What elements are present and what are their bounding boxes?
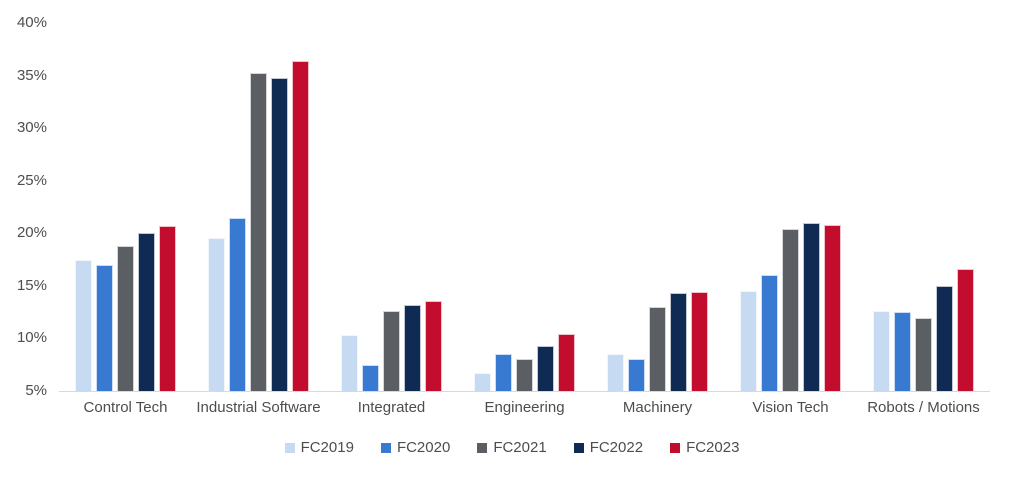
bar-group-integrated [341, 23, 442, 391]
bar-fc2022 [670, 293, 687, 391]
bar-fc2020 [628, 359, 645, 391]
x-axis-category-label: Vision Tech [752, 399, 829, 416]
bar-fc2021 [117, 245, 134, 391]
y-axis-tick-label: 10% [16, 329, 47, 347]
bar-fc2020 [894, 312, 911, 391]
legend-label: FC2020 [396, 439, 451, 456]
bar-fc2022 [936, 285, 953, 391]
legend-swatch-icon [477, 442, 488, 453]
legend: FC2019 FC2020 FC2021 FC2022 FC2023 [0, 439, 1024, 456]
bar-fc2023 [957, 269, 974, 391]
bar-fc2020 [229, 217, 246, 391]
bar-fc2023 [292, 60, 309, 391]
bar-fc2023 [159, 225, 176, 391]
bar-fc2020 [495, 354, 512, 391]
bar-fc2019 [474, 373, 491, 391]
y-axis-tick-label: 20% [16, 224, 47, 242]
y-axis-tick-label: 15% [16, 276, 47, 294]
y-axis-tick-label: 35% [16, 66, 47, 84]
bar-fc2022 [404, 304, 421, 391]
legend-swatch-icon [380, 442, 391, 453]
bar-group-machinery [607, 23, 708, 391]
bar-fc2022 [138, 233, 155, 391]
bar-group-vision-tech [740, 23, 841, 391]
bar-fc2023 [558, 334, 575, 391]
y-axis-tick-label: 40% [16, 14, 47, 31]
legend-item-fc2022: FC2022 [573, 439, 644, 456]
bar-fc2019 [208, 237, 225, 391]
bar-fc2021 [649, 306, 666, 391]
bar-fc2021 [383, 311, 400, 391]
x-axis: Control Tech Industrial Software Integrate… [59, 399, 990, 416]
y-axis-tick-label: 5% [25, 382, 47, 399]
bar-fc2019 [341, 335, 358, 391]
bar-fc2023 [691, 292, 708, 391]
x-axis-category-label: Robots / Motions [867, 399, 980, 416]
legend-item-fc2019: FC2019 [284, 439, 354, 456]
legend-label: FC2022 [589, 439, 644, 456]
legend-swatch-icon [670, 442, 681, 453]
x-axis-category-label: Machinery [622, 399, 693, 416]
y-axis-tick-label: 25% [16, 171, 47, 189]
x-axis-category-label: Engineering [484, 399, 565, 416]
bar-group-industrial-software [208, 23, 309, 391]
bar-fc2022 [803, 222, 820, 391]
bar-group-engineering [474, 23, 575, 391]
y-axis: 5% 10% 15% 20% 25% 30% 35% 40% [0, 0, 47, 477]
bar-group-robots-motions [873, 23, 974, 391]
bar-fc2019 [75, 259, 92, 391]
bar-fc2020 [362, 364, 379, 391]
legend-swatch-icon [284, 442, 295, 453]
bar-fc2022 [271, 77, 288, 391]
bar-group-control-tech [75, 23, 176, 391]
bar-fc2019 [873, 311, 890, 391]
bar-fc2021 [915, 318, 932, 391]
bar-fc2020 [761, 275, 778, 391]
bar-fc2019 [740, 291, 757, 391]
bar-fc2020 [96, 264, 113, 391]
legend-swatch-icon [573, 442, 584, 453]
x-axis-category-label: Control Tech [83, 399, 168, 416]
legend-item-fc2020: FC2020 [380, 439, 451, 456]
bar-fc2023 [824, 224, 841, 391]
legend-item-fc2023: FC2023 [670, 439, 739, 456]
bar-fc2019 [607, 354, 624, 391]
bar-fc2021 [782, 229, 799, 391]
bar-fc2021 [250, 73, 267, 391]
y-axis-tick-label: 30% [16, 119, 47, 137]
legend-label: FC2019 [300, 439, 354, 456]
legend-label: FC2021 [493, 439, 547, 456]
bar-fc2023 [425, 300, 442, 391]
legend-label: FC2023 [686, 439, 740, 456]
x-axis-category-label: Industrial Software [196, 399, 321, 416]
legend-item-fc2021: FC2021 [477, 439, 547, 456]
bar-fc2022 [537, 345, 554, 391]
x-axis-category-label: Integrated [357, 399, 426, 416]
bar-fc2021 [516, 359, 533, 391]
plot-area [59, 23, 990, 392]
